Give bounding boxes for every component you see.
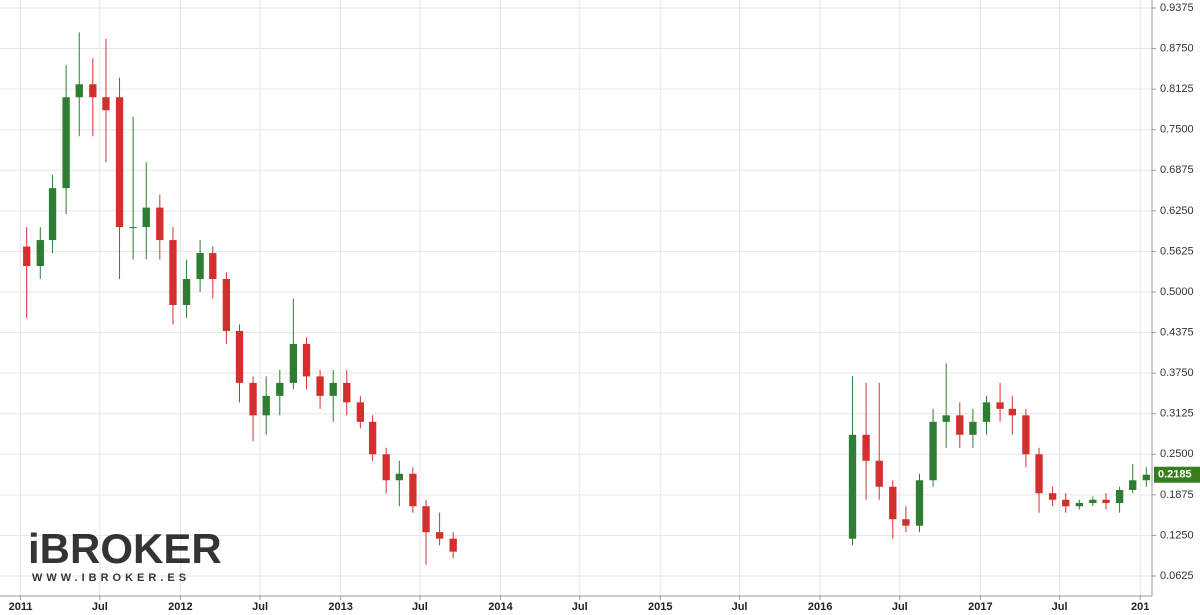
candle-body (222, 279, 231, 331)
candle-body (329, 382, 337, 396)
logo: iBROKER (28, 525, 222, 572)
x-tick-label: 2011 (9, 601, 33, 613)
x-tick-label: 201 (1131, 601, 1149, 613)
y-tick-label: 0.8750 (1160, 42, 1194, 54)
candle-body (409, 473, 417, 507)
candle-body (1102, 499, 1110, 503)
y-tick-label: 0.5625 (1160, 245, 1194, 257)
candle-body (75, 84, 83, 98)
x-tick-label: Jul (1052, 601, 1068, 613)
candle-body (196, 253, 204, 280)
candle-body (862, 434, 870, 461)
grid (0, 0, 1152, 596)
watermark: iBROKER WWW.IBROKER.ES (28, 525, 222, 584)
candle-body (343, 382, 351, 403)
x-tick-label: Jul (252, 601, 268, 613)
candle-body (62, 97, 70, 189)
y-tick-label: 0.7500 (1160, 124, 1194, 136)
candle-body (115, 97, 124, 228)
y-tick-label: 0.1875 (1160, 489, 1194, 501)
candle-body (102, 97, 110, 111)
candle-body (182, 279, 191, 305)
candle-body (395, 473, 403, 481)
candle-body (1008, 408, 1016, 416)
candle-body (129, 227, 137, 229)
x-tick-label: Jul (92, 601, 108, 613)
candle-body (848, 434, 857, 539)
candle-body (289, 343, 298, 383)
candle-body (1048, 493, 1057, 500)
candle-body (316, 376, 324, 396)
x-tick-label: 2017 (968, 601, 992, 613)
candle-body (302, 343, 311, 377)
y-tick-label: 0.9375 (1160, 2, 1194, 14)
candle-body (382, 454, 390, 481)
x-tick-label: Jul (412, 601, 428, 613)
candle-body (89, 84, 97, 98)
candle-body (1075, 502, 1083, 507)
logo-url: WWW.IBROKER.ES (32, 572, 190, 584)
candle-body (902, 519, 910, 526)
candle-body (23, 246, 31, 267)
candle-body (449, 538, 457, 552)
y-tick-label: 0.5000 (1160, 286, 1194, 298)
y-tick-label: 0.6875 (1160, 164, 1194, 176)
x-tick-label: Jul (732, 601, 748, 613)
candle-body (435, 532, 444, 539)
candle-body (1142, 474, 1150, 481)
candle-body (1062, 499, 1070, 507)
candle-body (875, 460, 883, 487)
y-tick-label: 0.8125 (1160, 83, 1194, 95)
x-tick-label: 2014 (488, 601, 513, 613)
candle-body (1129, 480, 1137, 490)
x-tick-label: Jul (572, 601, 588, 613)
y-tick-label: 0.3750 (1160, 367, 1194, 379)
candle-body (915, 480, 924, 526)
candle-body (996, 402, 1004, 409)
candle-body (142, 207, 150, 228)
x-tick-label: 2016 (808, 601, 832, 613)
x-tick-label: 2012 (168, 601, 192, 613)
y-tick-label: 0.6250 (1160, 205, 1194, 217)
candle-body (969, 421, 977, 435)
candle-body (1089, 499, 1097, 503)
candle-body (276, 382, 284, 396)
candle-body (262, 395, 270, 416)
candle-body (1115, 489, 1124, 503)
last-price-box (1154, 466, 1200, 483)
last-price-label: 0.2185 (1158, 469, 1192, 481)
candle-body (209, 253, 217, 280)
candle-body (249, 382, 257, 416)
candle-body (48, 188, 57, 241)
y-tick-label: 0.0625 (1160, 570, 1194, 582)
candle-body (156, 207, 164, 241)
candle-body (956, 415, 964, 435)
candle-body (368, 421, 377, 455)
candle-body (889, 486, 897, 520)
candle-body (422, 506, 430, 533)
candle-body (942, 415, 950, 422)
axis-labels: 0.0625 0.1250 0.1875 0.2500 0.3125 0.3750 0.43… (9, 2, 1200, 613)
candle-body (929, 421, 937, 481)
candle-body (356, 402, 365, 422)
candle-body (1035, 454, 1043, 494)
y-tick-label: 0.1250 (1160, 529, 1194, 541)
x-tick-label: 2013 (328, 601, 352, 613)
y-tick-label: 0.2500 (1160, 448, 1194, 460)
x-tick-label: 2015 (648, 601, 672, 613)
candle-body (982, 402, 991, 422)
candle-body (169, 240, 177, 305)
candle-body (235, 330, 244, 383)
x-tick-label: Jul (892, 601, 908, 613)
y-tick-label: 0.4375 (1160, 326, 1194, 338)
candle-body (36, 240, 44, 267)
candles (23, 32, 1150, 565)
y-tick-label: 0.3125 (1160, 408, 1194, 420)
candle-body (1022, 415, 1030, 455)
